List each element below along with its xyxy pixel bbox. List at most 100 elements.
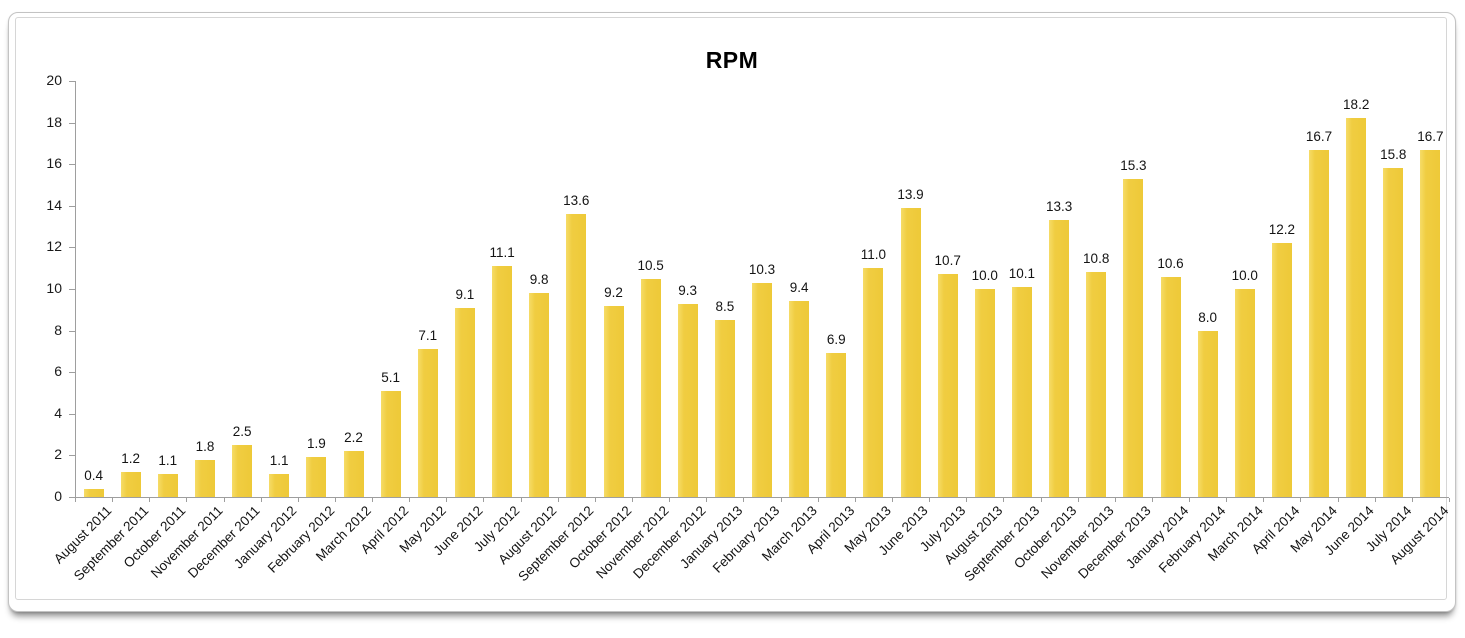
bar-september-2012 [566,214,587,497]
bar-value-label: 13.9 [897,187,924,202]
x-axis-tick [558,498,559,502]
bar-june-2014 [1346,118,1367,497]
x-axis-tick [483,498,484,502]
bar-value-label: 1.8 [195,439,215,454]
x-axis-tick [1263,498,1264,502]
bar-value-label: 1.9 [307,436,326,451]
bar-june-2012 [454,308,475,497]
bar-february-2013 [752,283,772,497]
y-axis-tick [69,497,75,498]
bar-value-label: 9.8 [529,272,549,287]
x-axis-tick [409,498,410,502]
y-axis-tick-label: 12 [46,238,62,254]
bar-march-2014 [1234,289,1255,497]
x-axis-tick [929,498,930,502]
y-axis-tick-label: 20 [46,72,62,88]
y-axis-tick [69,455,75,456]
bar-august-2014 [1420,150,1441,497]
bar-december-2012 [677,304,698,497]
bar-value-label: 1.1 [158,453,178,468]
bar-december-2013 [1123,179,1144,497]
x-axis-tick [1115,498,1116,502]
bar-april-2013 [826,353,847,497]
y-axis-tick-label: 8 [54,322,62,338]
x-axis-tick [75,498,76,502]
x-axis-tick [892,498,893,502]
x-axis-tick [1189,498,1190,502]
y-axis-tick-label: 6 [54,363,62,379]
x-axis-tick [1041,498,1042,502]
chart-card: RPM [8,12,1456,612]
bar-april-2012 [380,391,401,497]
bar-value-label: 13.6 [563,193,590,208]
bar-value-label: 16.7 [1417,129,1444,144]
bar-value-label: 15.8 [1380,147,1407,162]
x-axis-tick [1375,498,1376,502]
bar-value-label: 2.2 [344,430,363,445]
bar-value-label: 0.4 [84,468,103,483]
bar-value-label: 8.0 [1198,310,1217,325]
x-axis-tick [1226,498,1227,502]
x-axis-tick [224,498,225,502]
bar-october-2013 [1049,220,1070,497]
bar-value-label: 10.1 [1008,266,1036,281]
bar-value-label: 15.3 [1120,158,1147,173]
bar-value-label: 12.2 [1268,222,1296,237]
bar-value-label: 2.5 [232,424,252,439]
y-axis-tick [69,414,75,415]
bar-february-2012 [306,457,327,497]
bar-may-2012 [417,349,438,497]
bar-value-label: 9.1 [455,287,475,302]
y-axis-tick-label: 4 [54,405,62,421]
bar-value-label: 10.6 [1157,256,1184,271]
bar-value-label: 9.3 [678,283,698,298]
bar-value-label: 9.4 [789,280,809,295]
x-axis-tick [1412,498,1413,502]
bar-january-2012 [269,474,290,497]
bar-august-2011 [83,489,104,497]
bar-value-label: 10.0 [1231,268,1258,283]
bar-september-2013 [1011,287,1032,497]
x-axis-tick [335,498,336,502]
x-axis-tick [186,498,187,502]
y-axis-tick [69,206,75,207]
bar-august-2012 [529,293,550,497]
bar-december-2011 [232,445,253,497]
bar-value-label: 8.5 [715,299,735,314]
x-axis-tick [112,498,113,502]
x-axis-tick [1003,498,1004,502]
bar-february-2014 [1197,331,1218,497]
x-axis-tick [1338,498,1339,502]
bar-july-2012 [492,266,513,497]
bar-april-2014 [1271,243,1292,497]
x-axis-tick [595,498,596,502]
bar-value-label: 10.8 [1083,251,1110,266]
bar-value-label: 11.0 [860,247,887,262]
y-axis-tick-label: 10 [46,280,62,296]
bar-august-2013 [974,289,995,497]
x-axis-tick [855,498,856,502]
y-axis-tick [69,164,75,165]
bar-october-2012 [603,306,624,497]
bar-may-2013 [863,268,884,497]
y-axis-tick-label: 2 [54,446,62,462]
bar-value-label: 11.1 [489,245,515,260]
bar-value-label: 9.2 [604,285,623,300]
y-axis-tick-label: 16 [46,155,62,171]
bar-september-2011 [120,472,141,497]
x-axis-tick [1449,498,1450,502]
x-axis-tick [1078,498,1079,502]
x-axis-tick [298,498,299,502]
x-axis-tick [743,498,744,502]
bar-january-2014 [1160,277,1181,497]
bar-value-label: 10.5 [637,258,664,273]
bar-value-label: 10.3 [748,262,776,277]
y-axis-tick [69,247,75,248]
x-axis-line [75,497,1449,498]
bar-value-label: 13.3 [1045,199,1073,214]
x-axis-tick [669,498,670,502]
y-axis-tick [69,123,75,124]
bar-value-label: 5.1 [381,370,400,385]
bar-value-label: 10.7 [934,253,961,268]
